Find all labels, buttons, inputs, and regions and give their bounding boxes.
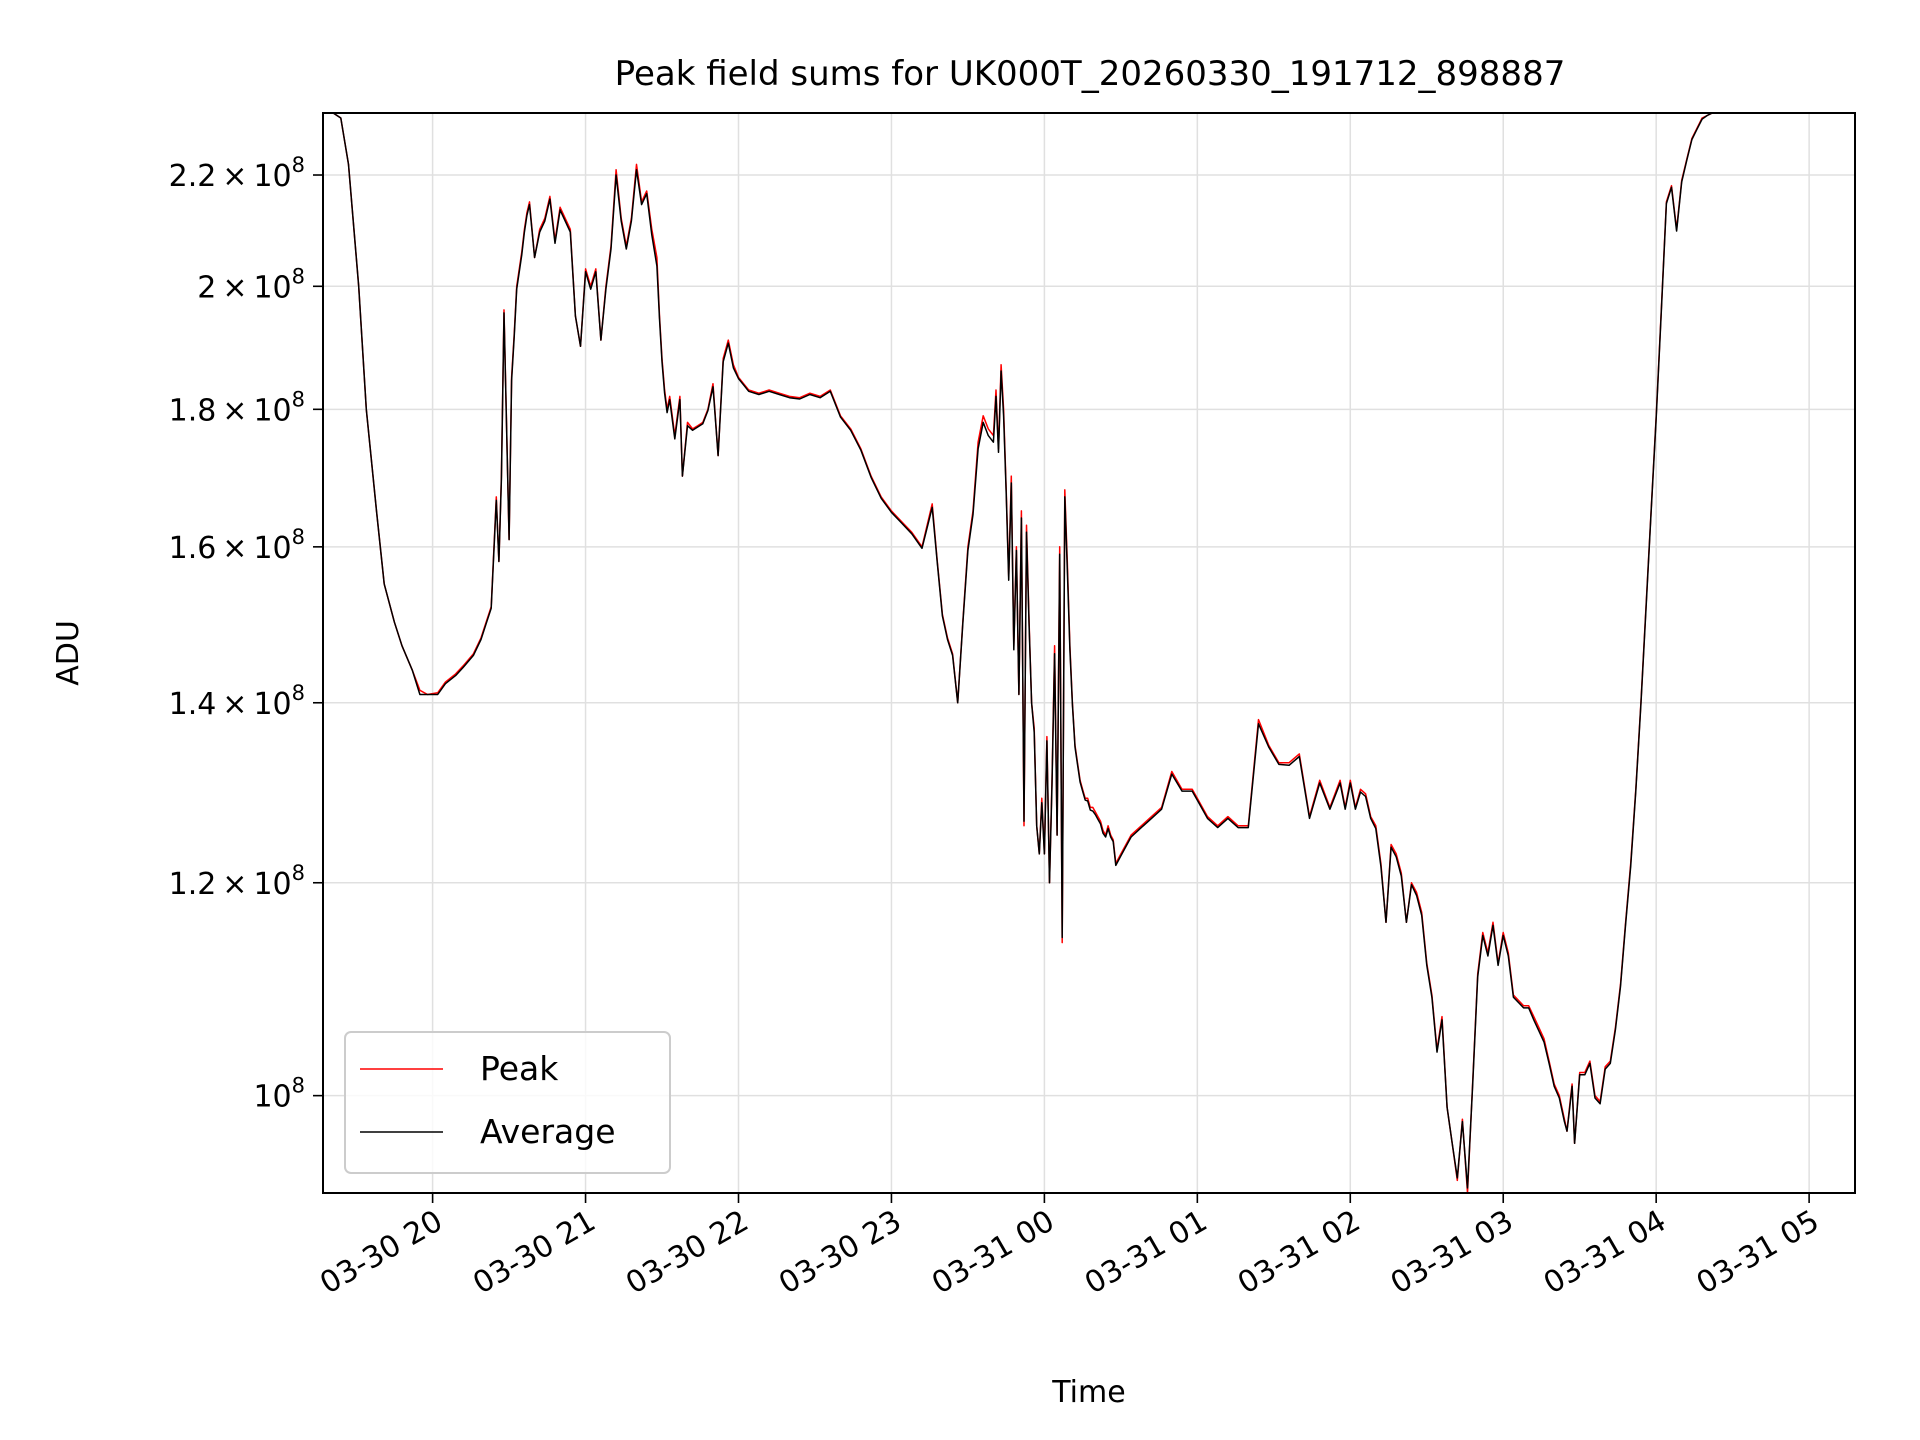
series-line-average (323, 113, 1718, 1189)
y-tick-label: 1.4 × 108 (169, 681, 305, 722)
legend-box (344, 1031, 671, 1174)
data-lines (323, 113, 1718, 1193)
x-axis-label: Time (1051, 1375, 1125, 1410)
chart-title: Peak field sums for UK000T_20260330_1917… (615, 54, 1566, 94)
legend-average-label: Average (480, 1112, 616, 1151)
y-tick-label: 2.2 × 108 (169, 153, 305, 194)
y-tick-label: 2 × 108 (197, 264, 305, 305)
y-tick-label: 1.6 × 108 (169, 525, 305, 566)
legend: Peak Average (344, 1031, 671, 1174)
legend-peak-label: Peak (480, 1049, 559, 1088)
y-tick-label: 1.2 × 108 (169, 861, 305, 902)
y-axis-label: ADU (51, 620, 86, 686)
y-tick-label: 1.8 × 108 (169, 387, 305, 428)
plot-frame (322, 112, 1856, 1194)
grid (323, 113, 1855, 1193)
